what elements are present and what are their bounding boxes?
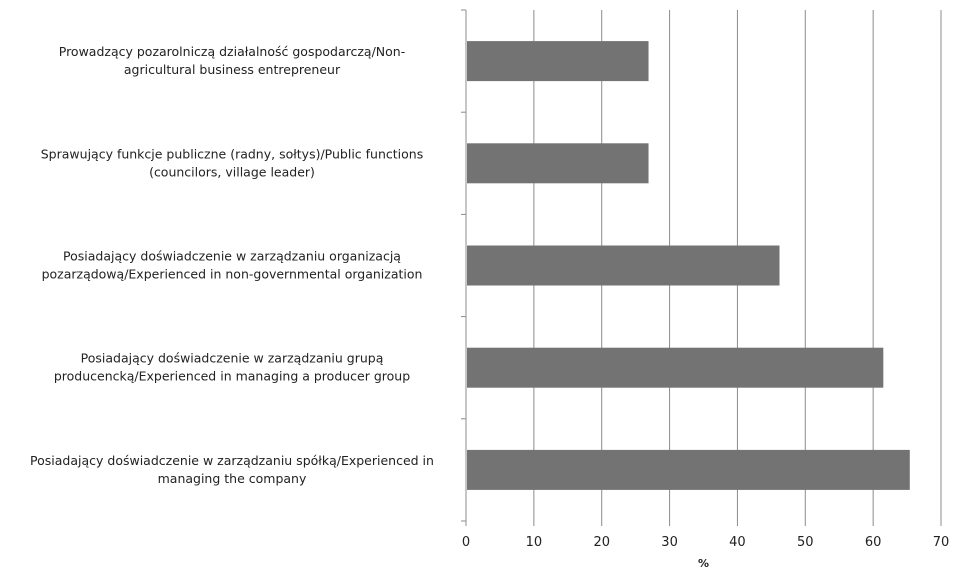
category-label: Posiadający doświadczenie w zarządzaniu …: [30, 453, 434, 486]
category-label: Posiadający doświadczenie w zarządzaniu …: [54, 351, 410, 384]
category-labels: Prowadzący pozarolniczą działalność gosp…: [30, 44, 434, 486]
x-tick-label: 10: [526, 535, 543, 550]
x-tick-label: 30: [661, 535, 678, 550]
axes: [461, 9, 942, 526]
tick-labels: 0 10 20 30 40 50 60 70: [462, 535, 949, 550]
category-label: Sprawujący funkcje publiczne (radny, soł…: [41, 146, 423, 179]
category-label: Posiadający doświadczenie w zarządzaniu …: [42, 249, 423, 282]
category-label-line: (councilors, village leader): [149, 164, 315, 179]
x-tick-label: 60: [865, 535, 882, 550]
x-tick-label: 40: [729, 535, 746, 550]
category-label-line: Posiadający doświadczenie w zarządzaniu …: [30, 453, 434, 468]
bars: [467, 41, 910, 490]
bar: [467, 449, 910, 490]
category-label-line: Posiadający doświadczenie w zarządzaniu …: [63, 249, 401, 264]
x-tick-label: 70: [933, 535, 950, 550]
category-label-line: Posiadający doświadczenie w zarządzaniu …: [81, 351, 384, 366]
category-label-line: pozarządową/Experienced in non-governmen…: [42, 267, 423, 282]
bar: [467, 347, 884, 388]
x-axis-title: %: [698, 557, 709, 570]
bar: [467, 143, 649, 184]
category-label-line: managing the company: [158, 471, 307, 486]
x-tick-label: 50: [797, 535, 814, 550]
x-tick-label: 20: [593, 535, 610, 550]
category-label-line: agricultural business entrepreneur: [124, 62, 341, 77]
bar: [467, 41, 649, 82]
x-tick-label: 0: [462, 535, 470, 550]
category-label-line: producencką/Experienced in managing a pr…: [54, 369, 410, 384]
category-label-line: Prowadzący pozarolniczą działalność gosp…: [59, 44, 405, 59]
bar: [467, 245, 780, 286]
category-label: Prowadzący pozarolniczą działalność gosp…: [59, 44, 405, 77]
category-label-line: Sprawujący funkcje publiczne (radny, soł…: [41, 146, 423, 161]
